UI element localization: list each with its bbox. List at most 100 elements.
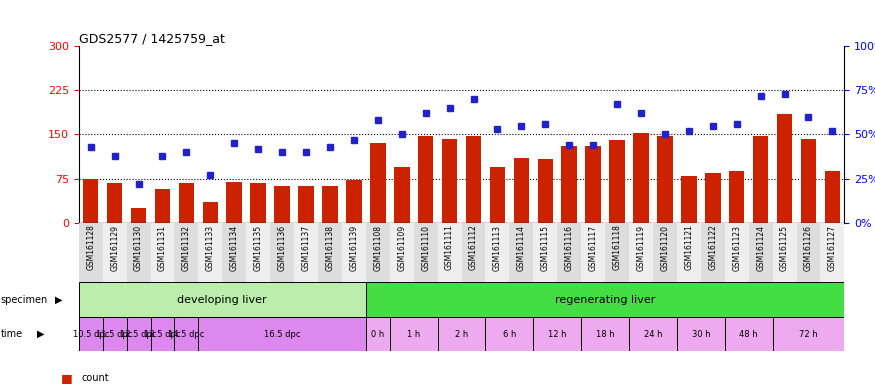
Text: specimen: specimen [1,295,48,305]
Bar [79,282,366,317]
Text: GSM161127: GSM161127 [828,225,836,270]
Bar [270,223,294,282]
Text: GSM161118: GSM161118 [612,225,621,270]
Bar [442,139,458,223]
Bar [79,223,102,282]
Bar [581,317,629,351]
Bar [178,183,194,223]
Bar [127,223,150,282]
Bar [821,223,844,282]
Bar [298,186,314,223]
Bar [824,171,840,223]
Text: ■: ■ [61,372,73,384]
Text: ▶: ▶ [37,329,45,339]
Bar [394,167,410,223]
Bar [801,139,816,223]
Text: GSM161136: GSM161136 [277,225,287,271]
Bar [749,223,773,282]
Bar [562,146,577,223]
Bar [102,317,127,351]
Bar [83,179,99,223]
Bar [155,189,171,223]
Text: 14.5 dpc: 14.5 dpc [168,329,205,339]
Text: GSM161112: GSM161112 [469,225,478,270]
Bar [557,223,581,282]
Text: GDS2577 / 1425759_at: GDS2577 / 1425759_at [79,32,225,45]
Bar [418,136,433,223]
Bar [107,183,123,223]
Text: GSM161115: GSM161115 [541,225,550,270]
Bar [796,223,821,282]
Bar [773,223,796,282]
Bar [486,317,534,351]
Bar [346,180,361,223]
Text: GSM161113: GSM161113 [493,225,502,270]
Text: 11.5 dpc: 11.5 dpc [96,329,133,339]
Bar [653,223,677,282]
Bar [342,223,366,282]
Text: 72 h: 72 h [799,329,818,339]
Text: GSM161114: GSM161114 [517,225,526,270]
Text: GSM161130: GSM161130 [134,225,144,271]
Bar [127,317,150,351]
Text: GSM161125: GSM161125 [780,225,789,270]
Text: 13.5 dpc: 13.5 dpc [144,329,181,339]
Text: GSM161128: GSM161128 [87,225,95,270]
Bar [724,317,773,351]
Text: 0 h: 0 h [371,329,384,339]
Bar [773,317,844,351]
Bar [150,223,174,282]
Bar [681,175,696,223]
Bar [246,223,270,282]
Bar [174,223,199,282]
Text: 24 h: 24 h [644,329,662,339]
Bar [486,223,509,282]
Text: developing liver: developing liver [178,295,267,305]
Bar [199,223,222,282]
Bar [227,182,242,223]
Text: GSM161135: GSM161135 [254,225,262,271]
Text: 12.5 dpc: 12.5 dpc [121,329,157,339]
Bar [318,223,342,282]
Bar [414,223,438,282]
Bar [222,223,246,282]
Text: 16.5 dpc: 16.5 dpc [264,329,300,339]
Bar [130,208,146,223]
Text: 2 h: 2 h [455,329,468,339]
Bar [701,223,724,282]
Bar [366,282,844,317]
Bar [150,317,174,351]
Bar [370,143,386,223]
Bar [514,158,529,223]
Text: GSM161134: GSM161134 [230,225,239,271]
Bar [629,223,653,282]
Text: count: count [81,373,109,383]
Text: GSM161119: GSM161119 [636,225,646,270]
Text: GSM161129: GSM161129 [110,225,119,270]
Bar [366,223,389,282]
Bar [466,136,481,223]
Bar [174,317,199,351]
Text: GSM161123: GSM161123 [732,225,741,270]
Text: GSM161137: GSM161137 [302,225,311,271]
Bar [657,136,673,223]
Text: 10.5 dpc: 10.5 dpc [73,329,108,339]
Bar [102,223,127,282]
Bar [79,317,102,351]
Bar [729,171,745,223]
Text: ▶: ▶ [55,295,63,305]
Bar [490,167,505,223]
Bar [677,317,724,351]
Bar [366,317,389,351]
Text: GSM161110: GSM161110 [421,225,430,270]
Bar [294,223,318,282]
Text: GSM161111: GSM161111 [445,225,454,270]
Text: 18 h: 18 h [596,329,614,339]
Text: GSM161133: GSM161133 [206,225,215,271]
Bar [203,202,218,223]
Bar [250,183,266,223]
Bar [389,223,414,282]
Text: GSM161132: GSM161132 [182,225,191,270]
Text: GSM161138: GSM161138 [326,225,334,270]
Bar [724,223,749,282]
